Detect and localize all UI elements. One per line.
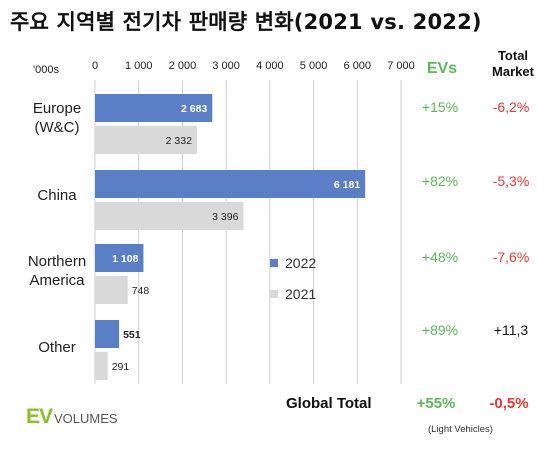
bar-2022-2 xyxy=(95,244,144,272)
x-tick-label: 3 000 xyxy=(212,60,240,72)
global-total-label: Global Total xyxy=(286,395,372,412)
unit-label: '000s xyxy=(33,64,59,76)
category-label: China xyxy=(37,187,77,204)
global-market-change: -0,5% xyxy=(489,395,529,412)
chart-title: 주요 지역별 전기차 판매량 변화(2021 vs. 2022) xyxy=(10,10,482,34)
bar-2022-3 xyxy=(95,320,120,348)
ev-change: +48% xyxy=(421,249,459,265)
x-tick-label: 5 000 xyxy=(299,60,328,72)
bar-2021-0 xyxy=(95,126,197,154)
legend-swatch-2022 xyxy=(270,259,278,267)
legend-label-2021: 2021 xyxy=(285,286,317,302)
legend-swatch-2021 xyxy=(270,290,278,298)
bar-2022-1 xyxy=(95,170,366,198)
category-label: Northern America xyxy=(27,253,87,289)
ev-change: +89% xyxy=(421,322,459,338)
logo-ev-text: EV xyxy=(26,405,53,428)
bar-2021-3 xyxy=(95,352,108,380)
bar-2022-0 xyxy=(95,94,213,122)
market-change: -6,2% xyxy=(492,99,530,115)
x-tick-label: 1 000 xyxy=(124,60,153,72)
bar-value-label: 6 181 xyxy=(334,179,360,191)
x-tick-label: 7 000 xyxy=(387,60,415,72)
x-tick-label: 0 xyxy=(91,60,99,72)
legend-item-2022: 2022 xyxy=(270,255,316,271)
global-ev-change: +55% xyxy=(416,395,456,412)
ev-volumes-logo: EV VOLUMES xyxy=(26,405,118,429)
bar-value-label: 1 108 xyxy=(112,253,138,265)
bar-value-label: 551 xyxy=(123,329,141,341)
market-change: +11,3 xyxy=(493,322,529,338)
bar-value-label: 3 396 xyxy=(212,211,238,223)
evs-header: EVs xyxy=(426,60,458,77)
x-tick-label: 4 000 xyxy=(256,60,284,72)
bar-value-label: 2 332 xyxy=(166,135,192,147)
bar-value-label: 748 xyxy=(132,285,150,297)
footnote: (Light Vehicles) xyxy=(428,424,493,435)
x-tick-label: 6 000 xyxy=(343,60,372,72)
legend-item-2021: 2021 xyxy=(270,286,316,302)
bar-2021-2 xyxy=(95,276,128,304)
x-tick-label: 2 000 xyxy=(168,60,197,72)
category-label: Other xyxy=(38,339,76,356)
market-change: -5,3% xyxy=(492,173,530,189)
ev-change: +82% xyxy=(421,173,459,189)
bar-value-label: 2 683 xyxy=(181,103,207,115)
bar-2021-1 xyxy=(95,202,244,230)
logo-volumes-text: VOLUMES xyxy=(54,411,118,426)
bar-value-label: 291 xyxy=(112,361,130,373)
legend-label-2022: 2022 xyxy=(285,255,317,271)
total-market-header: Total Market xyxy=(492,48,534,79)
category-label: Europe (W&C) xyxy=(32,100,82,136)
market-change: -7,6% xyxy=(492,249,530,265)
ev-change: +15% xyxy=(421,99,459,115)
